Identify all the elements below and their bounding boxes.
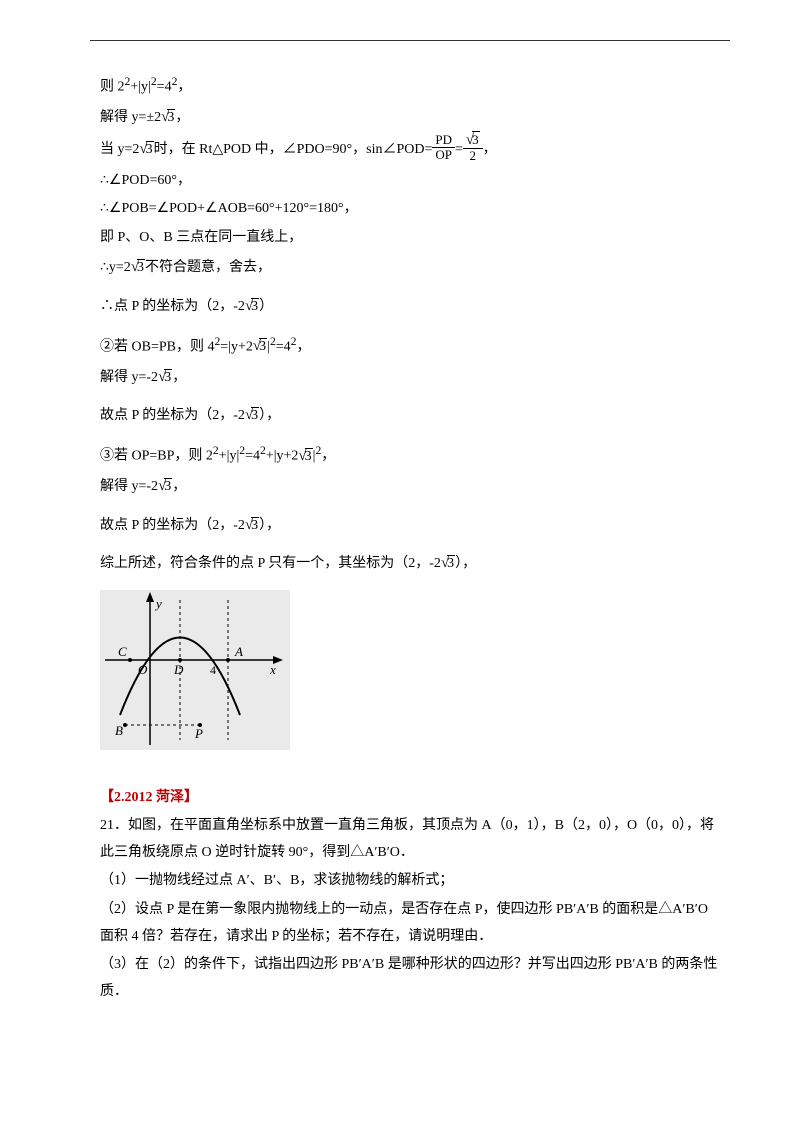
line-2: 解得 y=±2√3，	[100, 103, 720, 132]
problem-21-2: （2）设点 P 是在第一象限内抛物线上的一动点，是否存在点 P，使四边形 PB′…	[100, 897, 720, 950]
line-3: 当 y=2√3时，在 Rt△POD 中，∠PDO=90°，sin∠POD=PDO…	[100, 134, 720, 166]
line-6: 即 P、O、B 三点在同一直线上，	[100, 225, 720, 252]
svg-text:x: x	[269, 662, 276, 677]
line-8: ∴点 P 的坐标为（2，-2√3）	[100, 292, 720, 321]
problem-21: 21．如图，在平面直角坐标系中放置一直角三角板，其顶点为 A（0，1），B（2，…	[100, 813, 720, 866]
line-9: ②若 OB=PB，则 42=|y+2√3|2=42，	[100, 331, 720, 361]
svg-text:D: D	[173, 662, 184, 677]
section-tag: 【2.2012 菏泽】	[100, 785, 720, 812]
svg-text:P: P	[194, 726, 203, 741]
svg-text:B: B	[115, 723, 123, 738]
line-14: 故点 P 的坐标为（2，-2√3），	[100, 511, 720, 540]
parabola-graph: y x O C A 4 D B P	[100, 590, 720, 761]
svg-text:4: 4	[210, 663, 216, 677]
problem-21-3: （3）在（2）的条件下，试指出四边形 PB′A′B 是哪种形状的四边形？并写出四…	[100, 952, 720, 1005]
line-1: 则 22+|y|2=42，	[100, 71, 720, 101]
problem-21-1: （1）一抛物线经过点 A′、B′、B，求该抛物线的解析式；	[100, 868, 720, 895]
line-4: ∴∠POD=60°，	[100, 168, 720, 195]
line-12: ③若 OP=BP，则 22+|y|2=42+|y+2√3|2，	[100, 440, 720, 470]
line-7: ∴y=2√3不符合题意，舍去，	[100, 253, 720, 282]
svg-text:C: C	[118, 644, 127, 659]
line-11: 故点 P 的坐标为（2，-2√3），	[100, 401, 720, 430]
svg-text:A: A	[234, 644, 243, 659]
line-15: 综上所述，符合条件的点 P 只有一个，其坐标为（2，-2√3），	[100, 549, 720, 578]
svg-text:O: O	[138, 662, 148, 677]
svg-text:y: y	[154, 596, 162, 611]
line-13: 解得 y=-2√3，	[100, 472, 720, 501]
line-10: 解得 y=-2√3，	[100, 363, 720, 392]
line-5: ∴∠POB=∠POD+∠AOB=60°+120°=180°，	[100, 196, 720, 223]
